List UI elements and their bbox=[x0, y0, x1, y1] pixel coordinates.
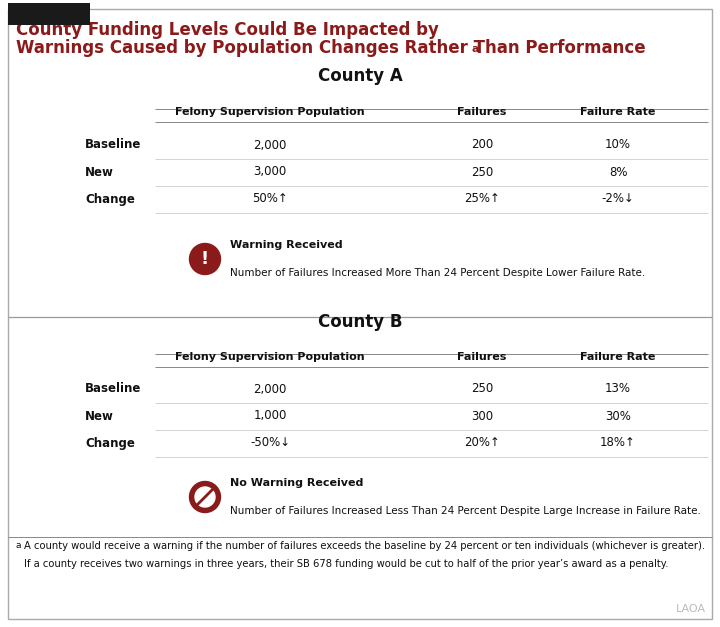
Text: 250: 250 bbox=[471, 166, 493, 179]
Text: Felony Supervision Population: Felony Supervision Population bbox=[175, 107, 365, 117]
Text: No Warning Received: No Warning Received bbox=[230, 478, 364, 488]
Text: 10%: 10% bbox=[605, 139, 631, 152]
Text: Warnings Caused by Population Changes Rather Than Performance: Warnings Caused by Population Changes Ra… bbox=[16, 39, 646, 57]
Text: Failures: Failures bbox=[457, 352, 507, 362]
Text: 300: 300 bbox=[471, 409, 493, 423]
Text: Baseline: Baseline bbox=[85, 382, 141, 396]
Text: Figure 4: Figure 4 bbox=[14, 10, 69, 23]
Text: 2,000: 2,000 bbox=[253, 139, 287, 152]
Text: Number of Failures Increased Less Than 24 Percent Despite Large Increase in Fail: Number of Failures Increased Less Than 2… bbox=[230, 506, 701, 516]
Text: 2,000: 2,000 bbox=[253, 382, 287, 396]
Text: Failure Rate: Failure Rate bbox=[580, 352, 656, 362]
Text: A county would receive a warning if the number of failures exceeds the baseline : A county would receive a warning if the … bbox=[24, 541, 705, 551]
Circle shape bbox=[189, 482, 220, 512]
Text: 13%: 13% bbox=[605, 382, 631, 396]
Text: If a county receives two warnings in three years, their SB 678 funding would be : If a county receives two warnings in thr… bbox=[24, 559, 668, 569]
Text: 50%↑: 50%↑ bbox=[252, 192, 288, 206]
Text: -2%↓: -2%↓ bbox=[602, 192, 634, 206]
Text: 200: 200 bbox=[471, 139, 493, 152]
Text: a: a bbox=[16, 541, 22, 550]
Text: -50%↓: -50%↓ bbox=[250, 436, 290, 450]
Text: Failures: Failures bbox=[457, 107, 507, 117]
Text: 250: 250 bbox=[471, 382, 493, 396]
Text: Baseline: Baseline bbox=[85, 139, 141, 152]
Circle shape bbox=[189, 243, 220, 275]
FancyBboxPatch shape bbox=[8, 9, 712, 619]
Circle shape bbox=[195, 487, 215, 507]
Text: Warning Received: Warning Received bbox=[230, 240, 343, 250]
Text: County A: County A bbox=[318, 67, 402, 85]
Text: 3,000: 3,000 bbox=[253, 166, 287, 179]
Text: !: ! bbox=[201, 250, 209, 268]
Text: 20%↑: 20%↑ bbox=[464, 436, 500, 450]
Text: Failure Rate: Failure Rate bbox=[580, 107, 656, 117]
FancyBboxPatch shape bbox=[8, 3, 90, 25]
Text: Change: Change bbox=[85, 192, 135, 206]
Text: Change: Change bbox=[85, 436, 135, 450]
Text: Felony Supervision Population: Felony Supervision Population bbox=[175, 352, 365, 362]
Text: New: New bbox=[85, 166, 114, 179]
Text: a: a bbox=[472, 44, 479, 54]
Text: 30%: 30% bbox=[605, 409, 631, 423]
Text: 8%: 8% bbox=[608, 166, 627, 179]
Text: 18%↑: 18%↑ bbox=[600, 436, 636, 450]
Text: 25%↑: 25%↑ bbox=[464, 192, 500, 206]
Text: LAOA: LAOA bbox=[676, 604, 706, 614]
Text: New: New bbox=[85, 409, 114, 423]
Text: 1,000: 1,000 bbox=[253, 409, 287, 423]
Text: County B: County B bbox=[318, 313, 402, 331]
Text: County Funding Levels Could Be Impacted by: County Funding Levels Could Be Impacted … bbox=[16, 21, 439, 39]
Text: Number of Failures Increased More Than 24 Percent Despite Lower Failure Rate.: Number of Failures Increased More Than 2… bbox=[230, 268, 645, 278]
